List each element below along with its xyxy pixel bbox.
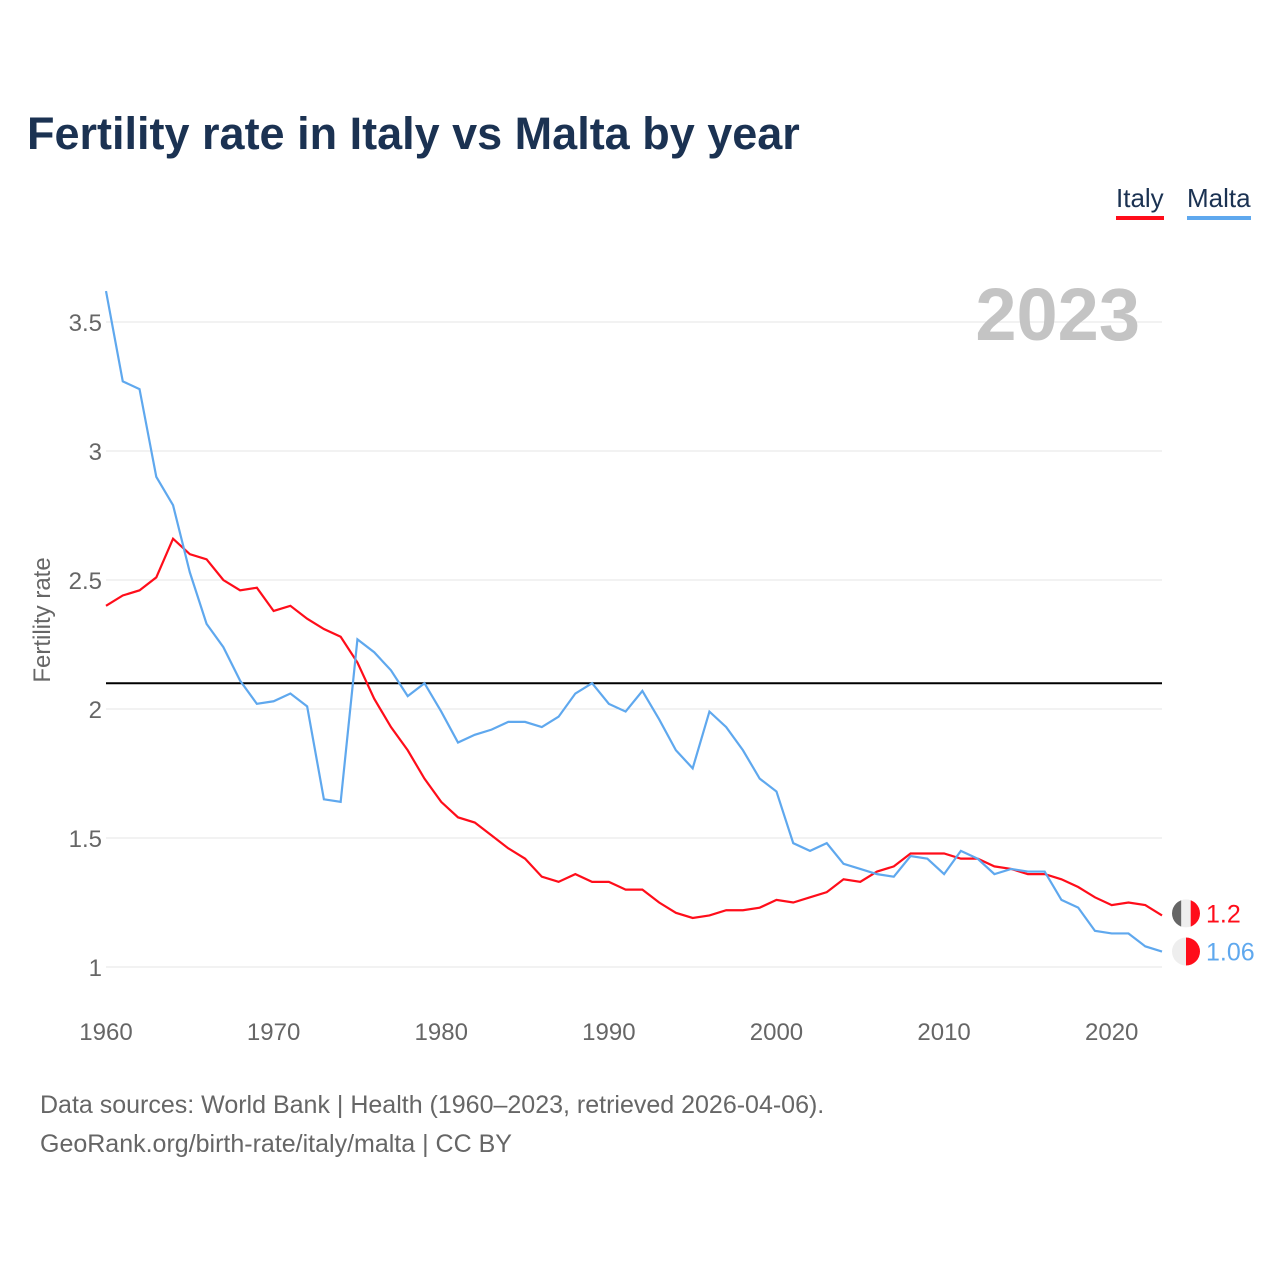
end-label-italy: 1.2 [1206, 900, 1241, 928]
flag-stripe [1181, 899, 1191, 928]
flag-stripe [1186, 937, 1200, 966]
legend-malta[interactable]: Malta [1187, 183, 1251, 220]
x-tick-label: 2000 [750, 1019, 803, 1046]
y-tick-label: 3.5 [69, 310, 102, 337]
y-tick-label: 1.5 [69, 826, 102, 853]
y-tick-label: 1 [89, 955, 102, 982]
flag-malta-icon [1172, 937, 1200, 966]
flag-stripe [1172, 937, 1186, 966]
y-tick-label: 3 [89, 439, 102, 466]
flag-italy-icon [1172, 899, 1200, 928]
year-watermark: 2023 [975, 273, 1140, 356]
x-tick-label: 2020 [1085, 1019, 1138, 1046]
flag-stripe [1172, 899, 1182, 928]
x-tick-label: 1990 [582, 1019, 635, 1046]
legend-italy[interactable]: Italy [1116, 183, 1164, 220]
flag-stripe [1190, 899, 1200, 928]
y-tick-label: 2.5 [69, 568, 102, 595]
data-source: Data sources: World Bank | Health (1960–… [40, 1091, 825, 1119]
source-link[interactable]: GeoRank.org/birth-rate/italy/malta | CC … [40, 1130, 512, 1158]
x-tick-label: 2010 [917, 1019, 970, 1046]
end-label-malta: 1.06 [1206, 939, 1255, 967]
x-tick-label: 1980 [415, 1019, 468, 1046]
chart-title: Fertility rate in Italy vs Malta by year [27, 108, 800, 159]
series-line-malta [104, 290, 1163, 953]
x-tick-label: 1960 [79, 1019, 132, 1046]
y-tick-label: 2 [89, 697, 102, 724]
x-tick-label: 1970 [247, 1019, 300, 1046]
y-axis-label: Fertility rate [29, 557, 56, 682]
series-line-italy [105, 536, 1163, 920]
footer: Data sources: World Bank | Health (1960–… [40, 1086, 824, 1164]
